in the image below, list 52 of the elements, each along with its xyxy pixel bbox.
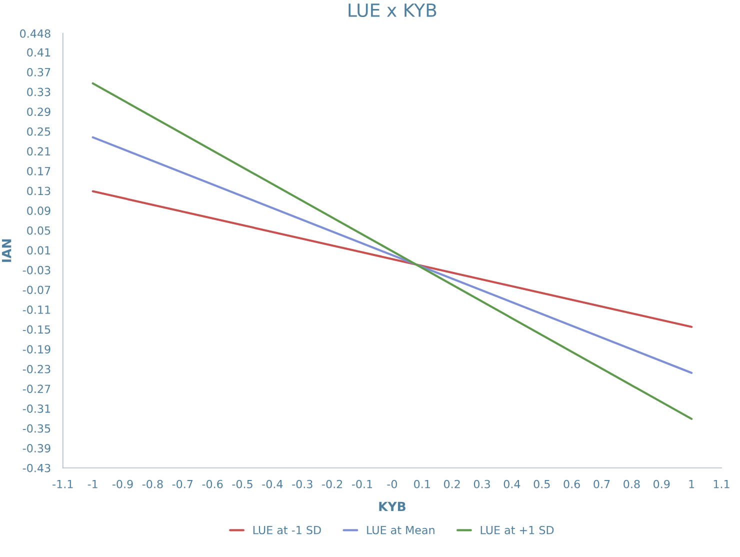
- x-tick-label: -0.3: [292, 480, 312, 488]
- x-tick-label: -1: [88, 480, 98, 488]
- y-axis-title: IAN: [2, 239, 12, 262]
- y-tick-label: -0.23: [22, 364, 50, 374]
- y-tick-label: 0.13: [27, 186, 50, 196]
- x-tick-label: -0: [387, 480, 397, 488]
- x-tick-label: 0.8: [624, 480, 640, 488]
- y-tick-label: 0.09: [27, 206, 50, 215]
- x-tick-label: 0.1: [414, 480, 430, 488]
- x-tick-label: -0.2: [322, 480, 342, 488]
- legend-label: LUE at +1 SD: [480, 526, 554, 534]
- x-tick-label: -0.4: [262, 480, 283, 488]
- y-tick-label: -0.03: [22, 266, 50, 274]
- legend-label: LUE at Mean: [367, 526, 434, 534]
- y-tick-label: 0.25: [27, 127, 50, 136]
- x-tick-label: -0.1: [352, 480, 372, 488]
- legend-label: LUE at -1 SD: [253, 526, 321, 534]
- y-tick-label: 0.37: [27, 68, 50, 76]
- y-tick-label: 0.01: [27, 246, 50, 255]
- y-tick-label: 0.448: [20, 29, 50, 38]
- chart-title: LUE x KYB: [348, 4, 436, 18]
- x-tick-label: -0.5: [232, 480, 252, 488]
- x-tick-label: -0.9: [112, 480, 133, 488]
- x-tick-label: 0.6: [564, 480, 580, 488]
- y-tick-label: 0.41: [27, 48, 50, 57]
- x-tick-label: 0.7: [594, 480, 610, 488]
- y-tick-label: 0.05: [27, 226, 50, 235]
- x-tick-label: 0.3: [474, 480, 490, 488]
- x-axis-title: KYB: [379, 502, 406, 512]
- x-tick-label: -1.1: [52, 480, 73, 488]
- y-tick-label: -0.07: [22, 286, 50, 294]
- x-tick-label: 0.9: [654, 480, 670, 488]
- y-tick-label: 0.21: [27, 147, 50, 156]
- x-tick-label: 0.4: [504, 480, 520, 488]
- y-tick-label: -0.39: [22, 444, 50, 452]
- y-tick-label: -0.43: [22, 464, 50, 472]
- y-tick-label: -0.11: [22, 306, 50, 314]
- x-tick-label: 0.5: [534, 480, 550, 488]
- y-tick-label: -0.15: [22, 325, 50, 334]
- y-tick-label: 0.33: [27, 88, 50, 96]
- y-tick-label: -0.27: [22, 384, 50, 394]
- x-tick-label: 1: [689, 480, 694, 488]
- y-tick-label: -0.31: [22, 404, 50, 413]
- x-tick-label: -0.8: [142, 480, 163, 488]
- y-tick-label: -0.19: [22, 345, 50, 354]
- x-tick-label: 0.2: [444, 480, 460, 488]
- y-tick-label: 0.17: [27, 166, 50, 176]
- x-tick-label: -0.7: [172, 480, 193, 488]
- y-tick-label: -0.35: [22, 424, 50, 433]
- x-tick-label: 1.1: [714, 480, 730, 488]
- x-tick-label: -0.6: [202, 480, 223, 488]
- y-tick-label: 0.29: [27, 108, 50, 116]
